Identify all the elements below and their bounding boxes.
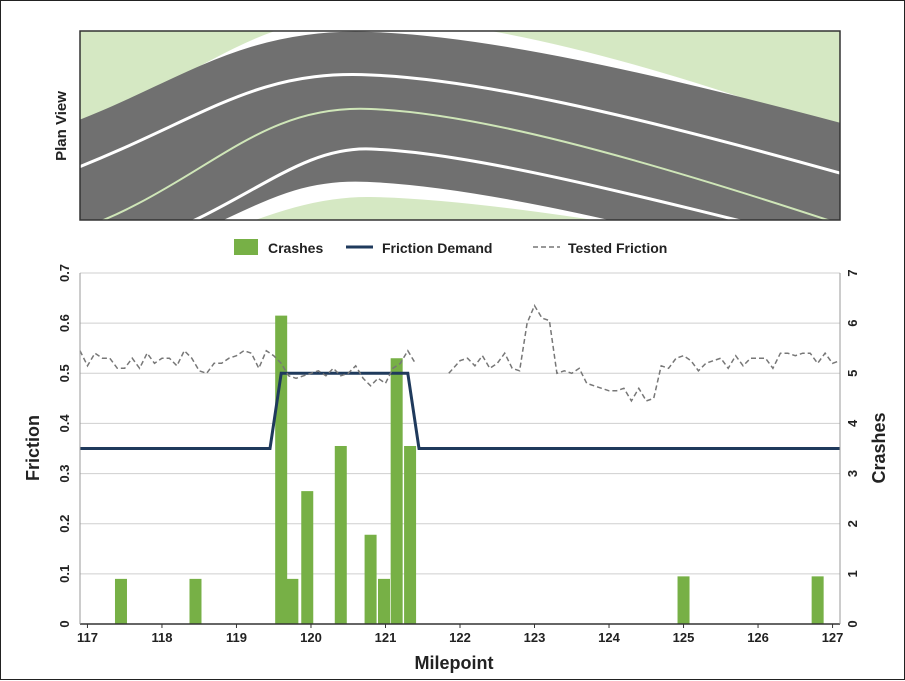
y-tick-label-left: 0.5: [57, 364, 72, 382]
legend-item-friction-demand: Friction Demand: [346, 240, 492, 256]
road-edge-line-lower: [191, 147, 743, 220]
legend-label-friction-demand: Friction Demand: [382, 240, 492, 256]
crash-bar: [275, 315, 288, 624]
y-tick-label-right: 5: [845, 370, 860, 377]
y-tick-label-right: 6: [845, 320, 860, 327]
x-tick-label: 122: [449, 630, 471, 645]
y-axis-title-left: Friction: [23, 415, 43, 481]
x-tick-label: 119: [226, 630, 247, 645]
crash-bar: [114, 578, 127, 624]
x-tick-labels: 117 118 119 120 121 122 123 124 125 126 127: [77, 624, 843, 645]
road-edge-line-upper: [80, 73, 840, 175]
plan-view-label: Plan View: [53, 91, 70, 161]
y-tick-label-right: 3: [845, 470, 860, 477]
plan-view: Plan View: [53, 30, 841, 221]
x-tick-label: 127: [822, 630, 844, 645]
legend-item-crashes: Crashes: [234, 239, 323, 256]
plan-view-border: [79, 30, 841, 221]
road-surface: [80, 31, 840, 220]
crash-bar: [301, 491, 314, 624]
x-tick-label: 125: [673, 630, 695, 645]
x-tick-label: 123: [524, 630, 546, 645]
y-tick-label-right: 1: [845, 570, 860, 577]
tested-friction-line: [448, 303, 841, 403]
crash-bar: [811, 576, 824, 624]
y-tick-labels-right: 0 1 2 3 4 5 6 7: [845, 269, 860, 627]
y-tick-label-left: 0.7: [57, 264, 72, 282]
y-tick-label-left: 0.2: [57, 515, 72, 533]
legend-label-tested-friction: Tested Friction: [568, 240, 667, 256]
x-tick-label: 126: [747, 630, 769, 645]
friction-lines: [79, 303, 841, 450]
y-tick-label-right: 7: [845, 269, 860, 276]
crash-bar: [286, 578, 299, 624]
y-tick-label-left: 0.6: [57, 314, 72, 332]
tested-friction-line: [79, 349, 416, 387]
crash-bar: [390, 358, 403, 624]
y-tick-label-left: 0.1: [57, 565, 72, 583]
x-tick-label: 117: [77, 630, 98, 645]
y-tick-labels-left: 0 0.1 0.2 0.3 0.4 0.5 0.6 0.7: [57, 264, 72, 628]
friction-demand-line: [80, 371, 840, 450]
crash-bars: [114, 315, 824, 624]
crash-bar: [189, 578, 202, 624]
crash-bar: [404, 445, 417, 624]
gridlines: [80, 272, 840, 575]
legend-label-crashes: Crashes: [268, 240, 323, 256]
y-tick-label-left: 0.3: [57, 465, 72, 483]
crash-bar: [677, 576, 690, 624]
y-tick-label-right: 4: [845, 419, 860, 427]
x-tick-label: 124: [598, 630, 620, 645]
chart: 117 118 119 120 121 122 123 124 125 126 127 00.10.…: [23, 264, 889, 673]
crash-bar: [334, 445, 347, 624]
y-tick-label-right: 2: [845, 520, 860, 527]
crash-bar: [378, 578, 390, 624]
legend: Crashes Friction Demand Tested Friction: [234, 239, 667, 256]
crash-bar: [364, 534, 377, 624]
x-tick-label: 121: [375, 630, 397, 645]
legend-swatch-crashes: [234, 239, 258, 255]
y-tick-label-left: 0.4: [57, 414, 72, 433]
y-tick-label-right: 0: [845, 620, 860, 627]
y-axis-title-right: Crashes: [869, 412, 889, 483]
y-tick-label-left: 0: [57, 620, 72, 627]
legend-item-tested-friction: Tested Friction: [533, 240, 667, 256]
x-tick-label: 118: [151, 630, 172, 645]
x-tick-label: 120: [300, 630, 322, 645]
road-center-line: [101, 107, 831, 220]
x-axis-title: Milepoint: [415, 653, 494, 673]
